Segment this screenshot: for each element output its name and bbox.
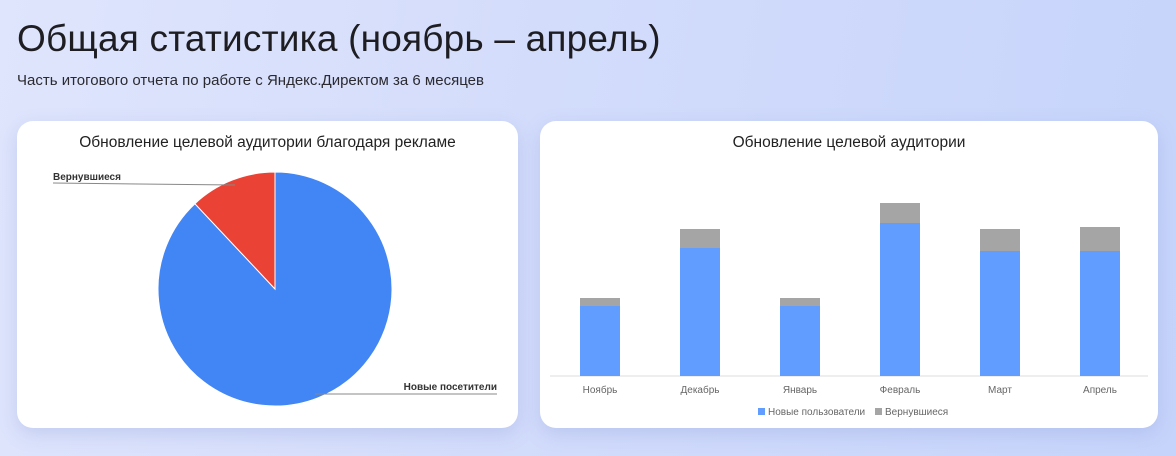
legend-label: Новые пользователи: [768, 407, 865, 418]
pie-label-returning: Вернувшиеся: [53, 172, 121, 183]
x-tick-label: Январь: [783, 385, 817, 396]
leader-line: [52, 182, 236, 186]
bar-segment: [680, 248, 720, 376]
page-title: Общая статистика (ноябрь – апрель): [17, 18, 661, 59]
bar-chart-card: Обновление целевой аудитории Ноябрь Декаб…: [540, 121, 1158, 428]
bar-chart: Ноябрь Декабрь Январь Февраль Март Апрель Новы…: [550, 203, 1148, 418]
bar-segment: [980, 251, 1020, 376]
legend-swatch: [875, 408, 882, 415]
pie-chart-title: Обновление целевой аудитории благодаря р…: [79, 134, 456, 151]
bar-segment: [580, 306, 620, 376]
pie-label-new: Новые посетители: [404, 382, 497, 393]
legend-swatch: [758, 408, 765, 415]
pie-slice: [194, 171, 276, 291]
x-tick-label: Февраль: [880, 385, 921, 396]
bar-segment: [780, 298, 820, 306]
bar-segment: [580, 298, 620, 306]
bar-segment: [1080, 227, 1120, 251]
bar-segment: [980, 229, 1020, 251]
x-tick-label: Март: [988, 385, 1012, 396]
x-tick-label: Апрель: [1083, 385, 1117, 396]
x-tick-label: Декабрь: [681, 384, 720, 396]
pie-chart: Вернувшиеся Новые посетители: [52, 171, 497, 407]
page-subtitle: Часть итогового отчета по работе с Яндек…: [17, 72, 484, 89]
bar-segment: [680, 229, 720, 248]
bar-segment: [780, 306, 820, 376]
x-tick-label: Ноябрь: [583, 384, 618, 396]
bar-segment: [1080, 251, 1120, 376]
legend-label: Вернувшиеся: [885, 407, 948, 418]
bar-chart-title: Обновление целевой аудитории: [732, 134, 966, 151]
bar-segment: [880, 203, 920, 223]
pie-chart-card: Обновление целевой аудитории благодаря р…: [17, 121, 518, 428]
bar-segment: [880, 223, 920, 376]
